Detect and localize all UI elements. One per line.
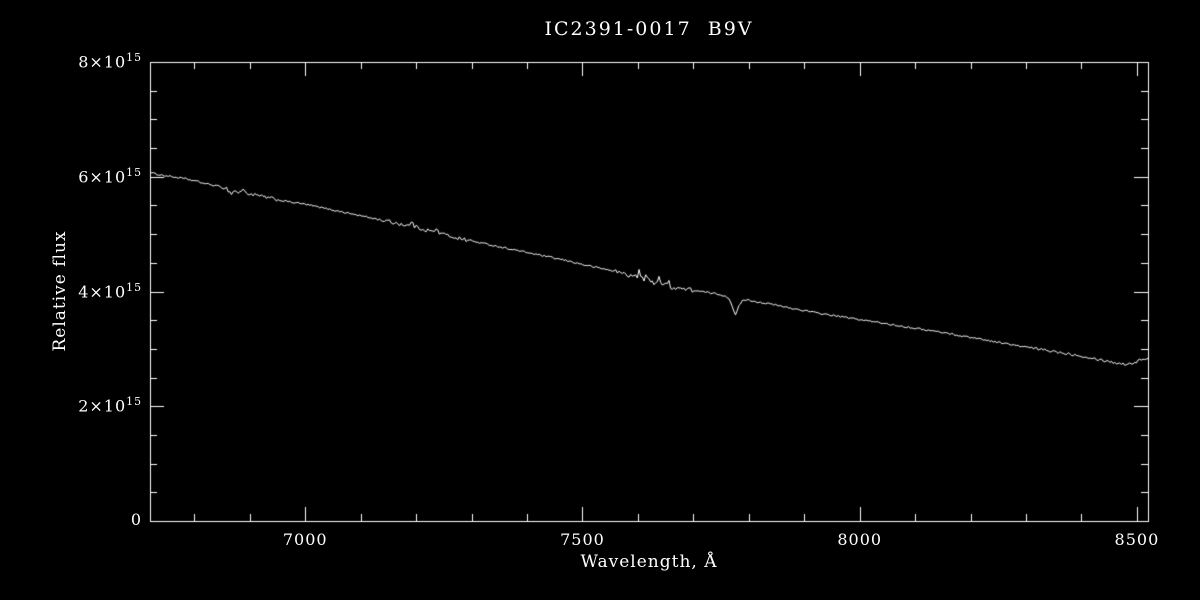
y-tick-label: 6×1015 [78,165,142,187]
y-tick-label: 4×1015 [78,280,142,301]
y-tick-label: 8×1015 [78,51,142,72]
x-axis-label: Wavelength, Å [580,552,718,572]
chart-title: IC2391-0017 B9V [544,18,754,40]
y-tick-label: 2×1015 [78,395,142,416]
x-tick-label: 7000 [282,530,328,549]
x-tick-label: 7500 [560,530,605,549]
y-tick-label: 0 [130,510,142,529]
x-tick-label: 8500 [1114,530,1160,549]
x-tick-label: 8000 [837,530,883,549]
